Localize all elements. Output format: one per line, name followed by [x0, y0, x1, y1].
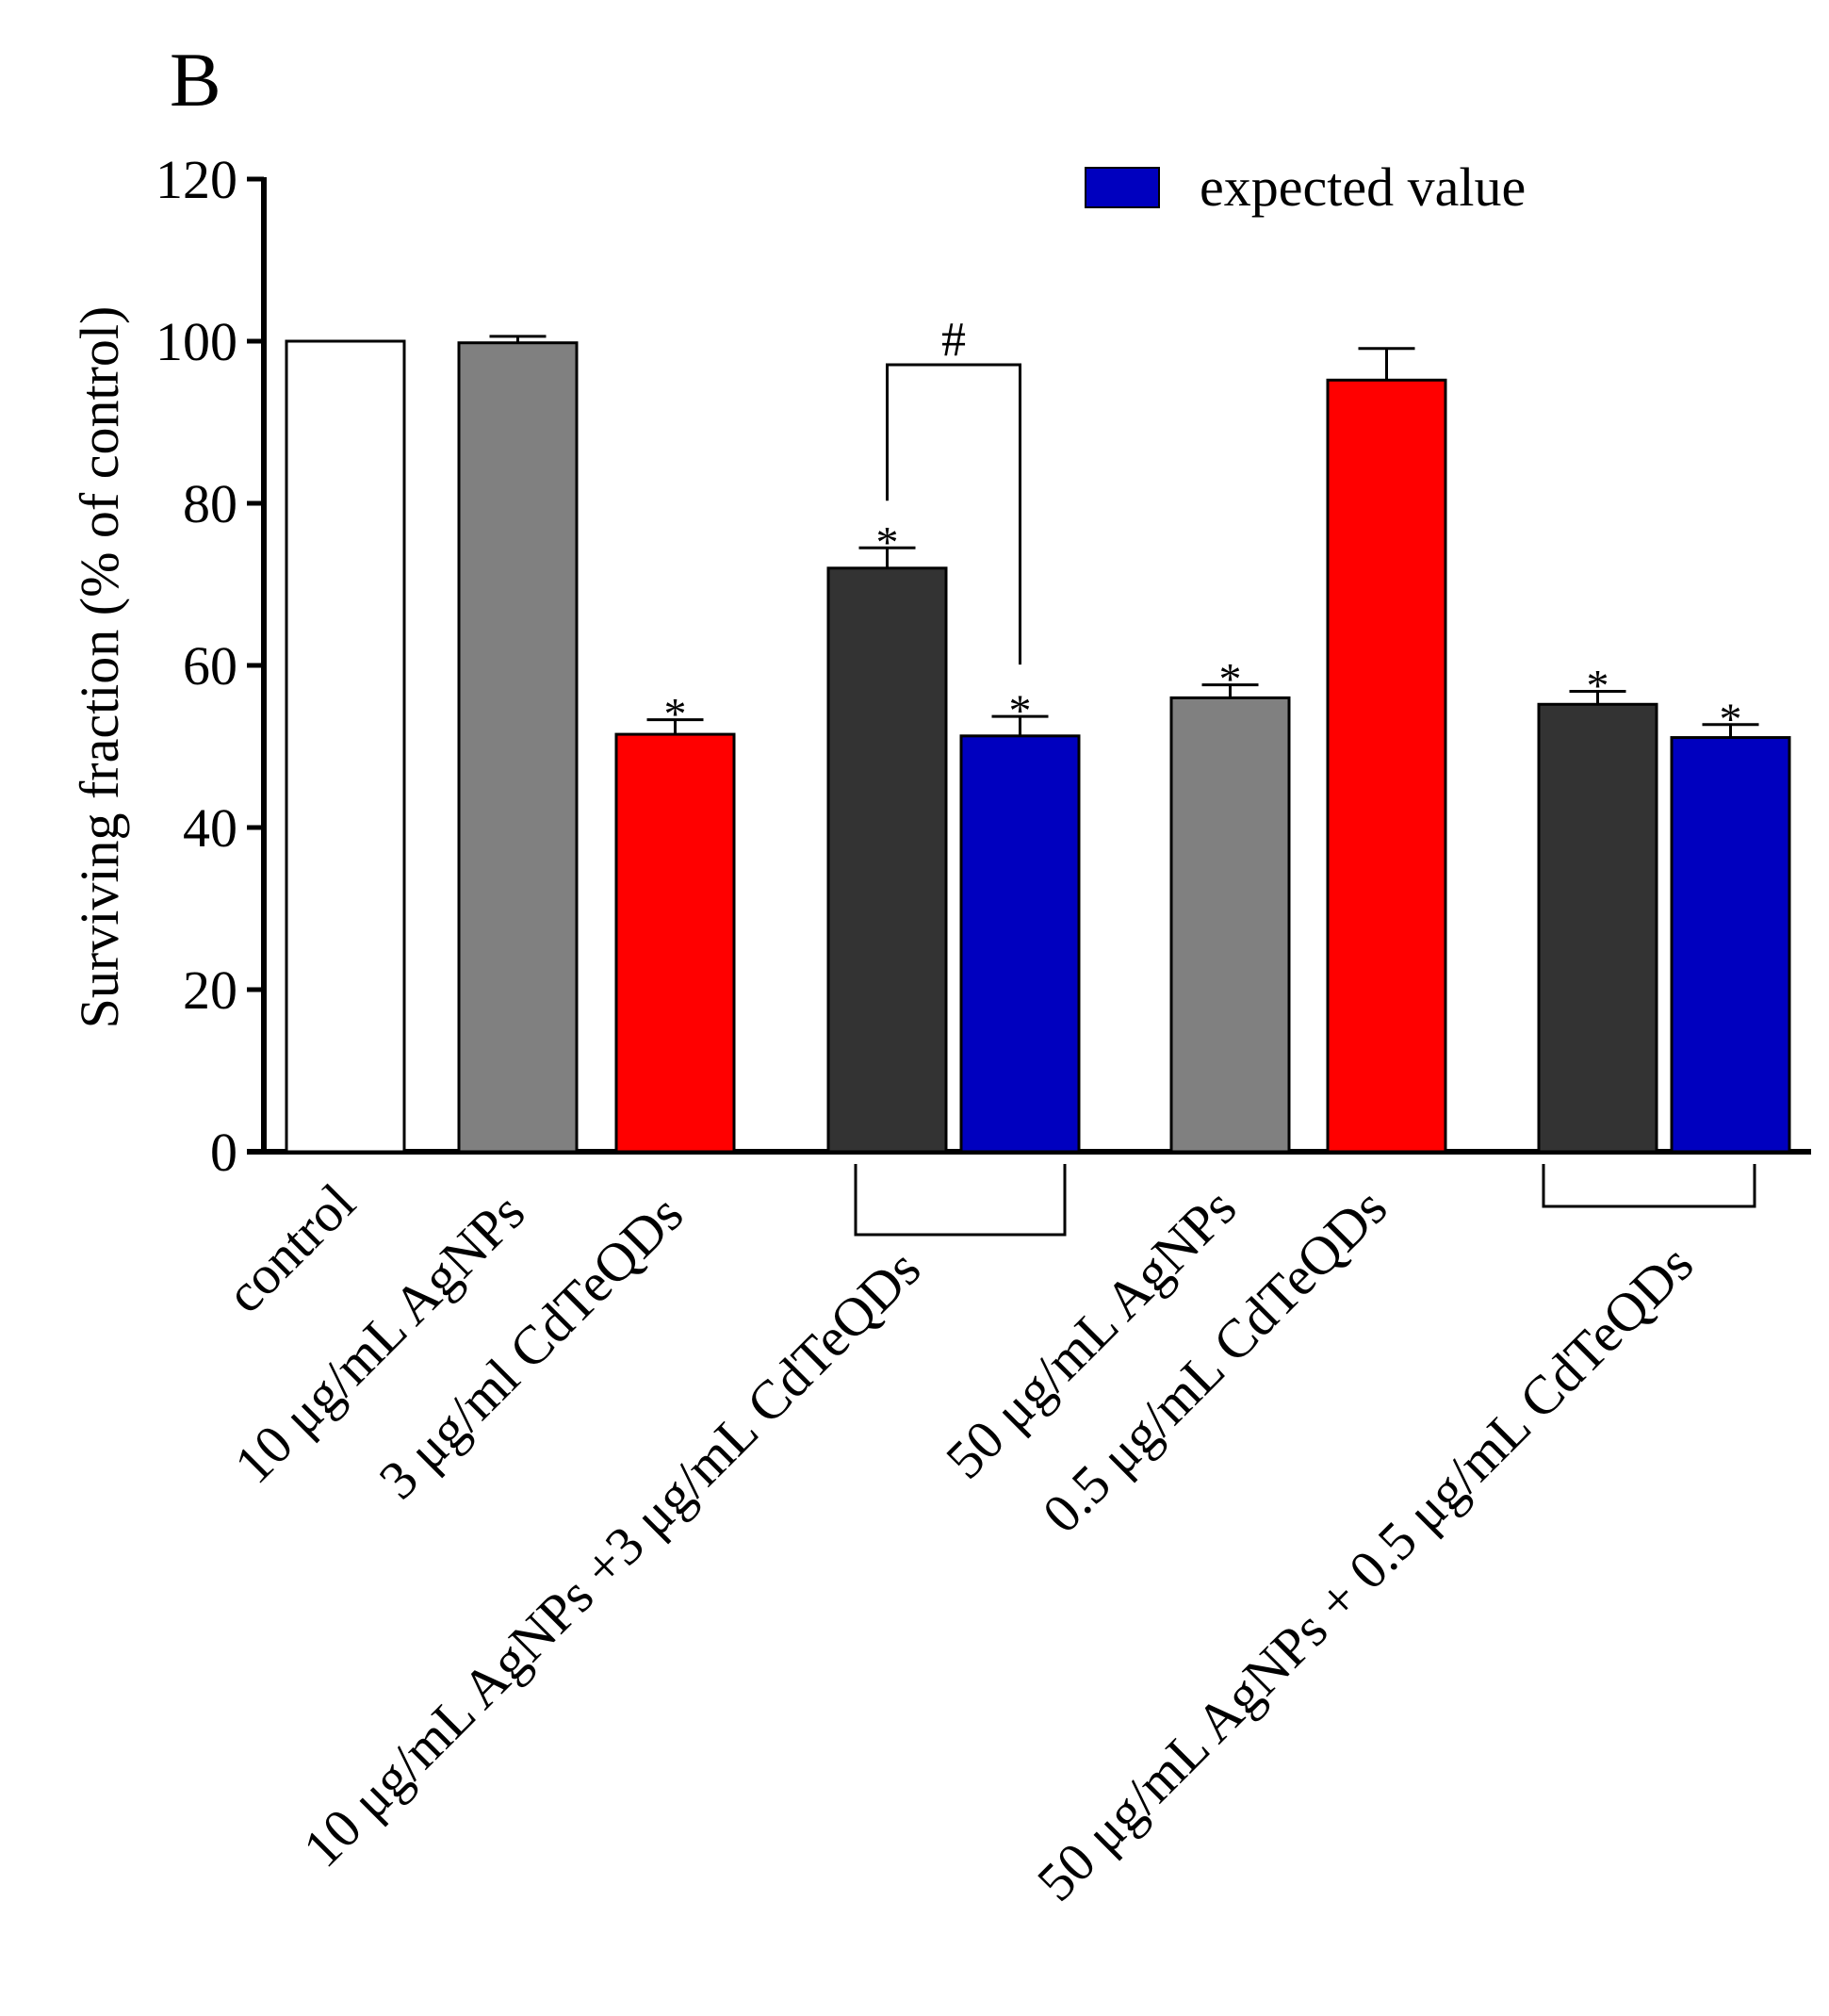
y-tick-label: 60: [183, 635, 237, 697]
legend: expected value: [1085, 156, 1526, 218]
legend-label: expected value: [1200, 156, 1526, 218]
significance-star: *: [664, 690, 687, 740]
y-tick-label: 0: [210, 1122, 237, 1183]
bar: [959, 734, 1081, 1154]
x-tick-label: 3 μg/ml CdTeQDs: [367, 1183, 695, 1511]
y-tick-label: 120: [155, 149, 237, 210]
y-tick-label: 40: [183, 797, 237, 859]
significance-star: *: [1009, 686, 1032, 736]
y-tick-label: 20: [183, 959, 237, 1021]
bar: [457, 341, 579, 1154]
y-tick-label: 100: [155, 311, 237, 372]
bar: [826, 566, 948, 1154]
bar: [614, 732, 736, 1154]
bar: [1326, 378, 1447, 1154]
panel-label: B: [170, 37, 221, 123]
significance-bracket: [886, 363, 1021, 665]
significance-star: *: [1219, 655, 1242, 705]
bar: [1537, 702, 1658, 1154]
x-tick-label: control: [214, 1172, 367, 1324]
bar: [1169, 696, 1291, 1154]
y-tick-label: 80: [183, 473, 237, 534]
significance-star: *: [1720, 695, 1742, 745]
significance-label: #: [941, 313, 966, 367]
y-axis-title: Surviving fraction (% of control): [69, 306, 130, 1029]
group-bracket: [854, 1164, 1067, 1237]
group-bracket: [1542, 1164, 1756, 1208]
significance-star: *: [1587, 662, 1609, 712]
legend-swatch: [1085, 167, 1160, 208]
bar: [285, 339, 406, 1154]
bar: [1670, 736, 1791, 1154]
significance-star: *: [876, 517, 899, 567]
